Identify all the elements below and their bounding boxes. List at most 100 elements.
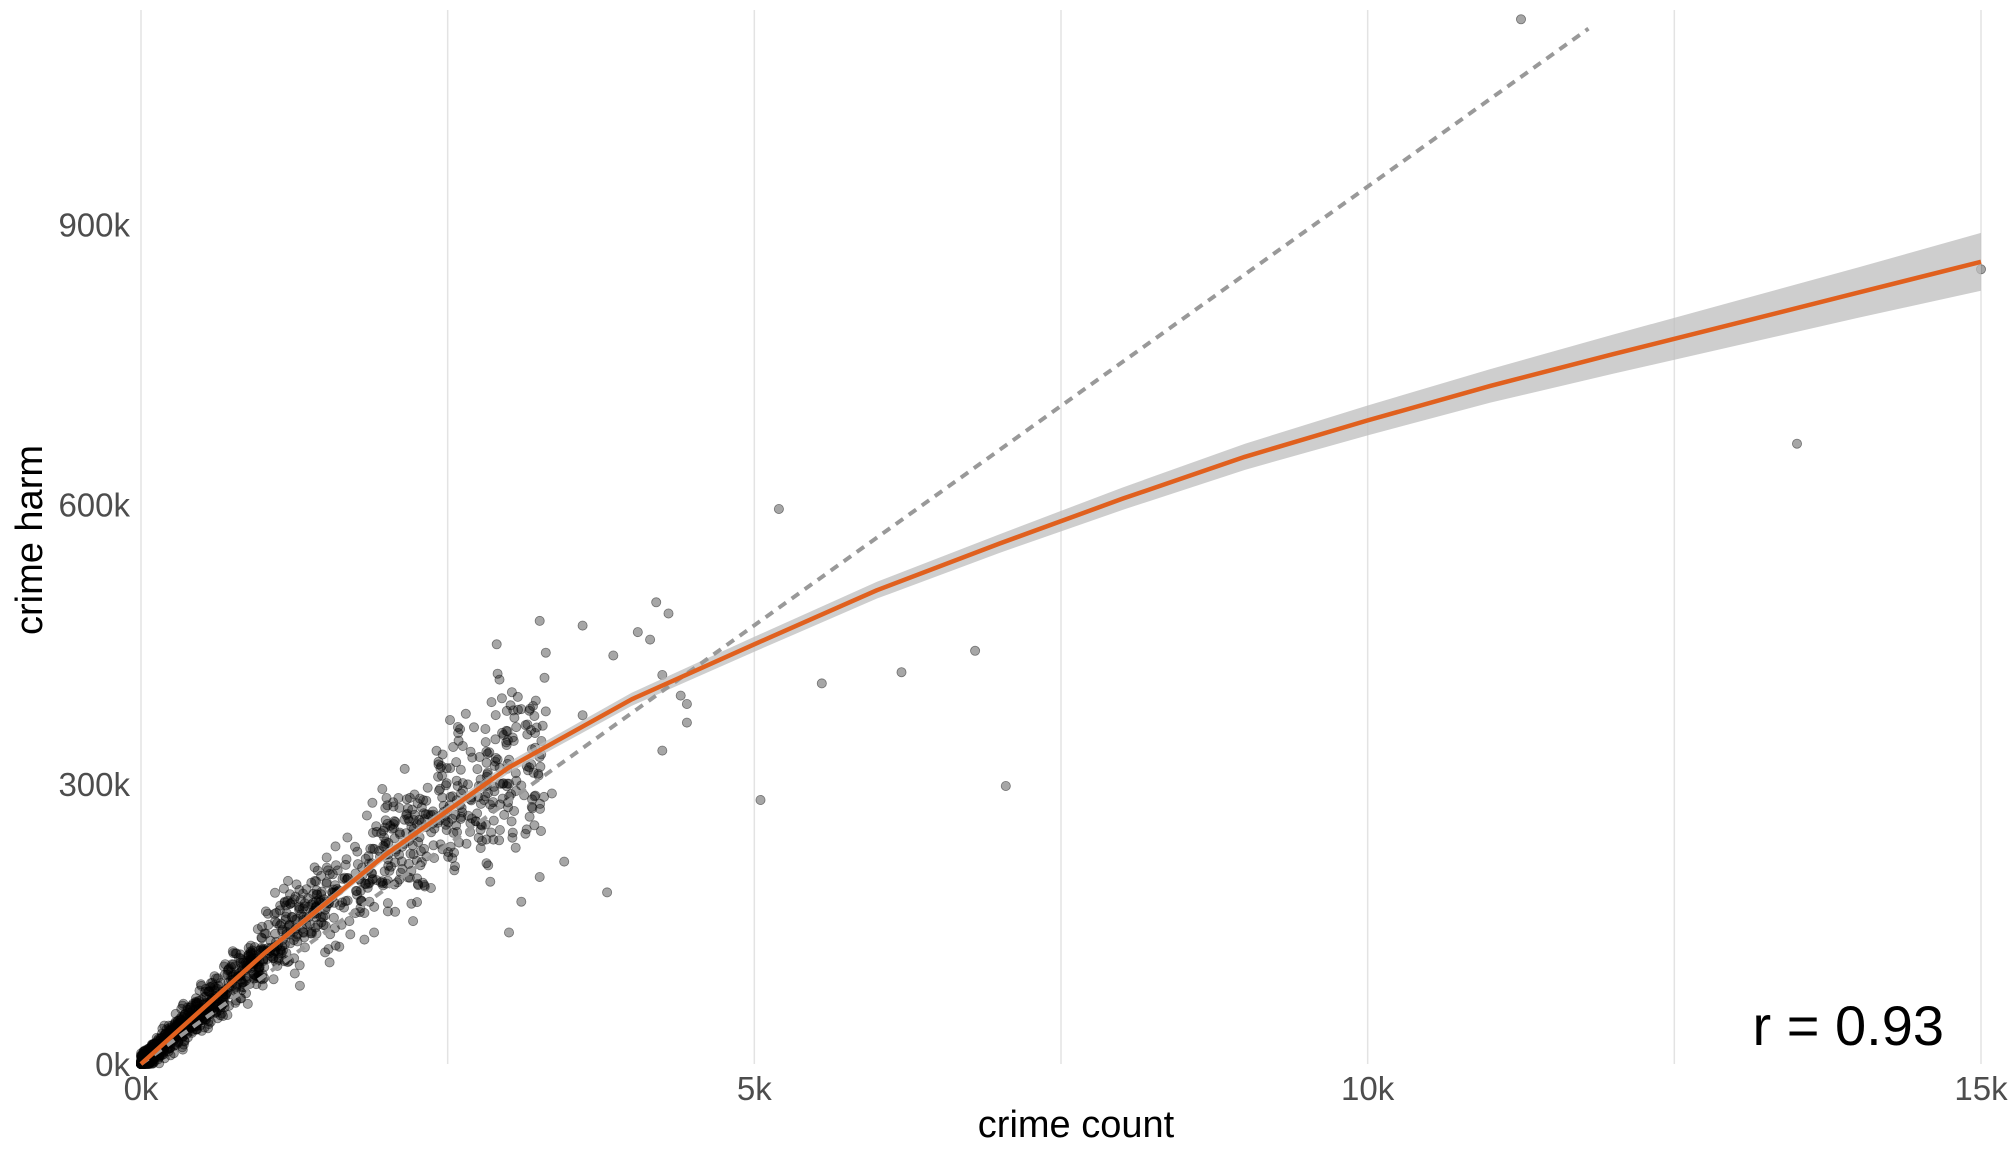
data-point: [401, 810, 412, 821]
data-point: [436, 761, 447, 772]
data-point: [327, 869, 338, 880]
data-point: [499, 809, 510, 820]
data-point: [345, 929, 356, 940]
data-point: [176, 1003, 187, 1014]
data-point: [377, 876, 388, 887]
data-point: [243, 950, 254, 961]
data-point: [235, 953, 246, 964]
data-point: [237, 977, 248, 988]
data-point: [359, 934, 370, 945]
data-point: [451, 757, 462, 768]
data-point: [311, 885, 322, 896]
data-point: [152, 1035, 163, 1046]
x-tick-label: 0k: [124, 1070, 159, 1107]
data-point: [167, 1020, 178, 1031]
data-point: [449, 861, 460, 872]
data-point: [970, 645, 981, 656]
data-point: [455, 724, 466, 735]
data-point: [462, 779, 473, 790]
data-point: [577, 710, 588, 721]
data-point: [367, 797, 378, 808]
data-point: [369, 901, 380, 912]
data-point: [213, 980, 224, 991]
data-point: [216, 1008, 227, 1019]
data-point: [212, 1013, 223, 1024]
data-point: [278, 883, 289, 894]
data-point: [337, 873, 348, 884]
data-point: [332, 865, 343, 876]
data-point: [436, 770, 447, 781]
data-point: [455, 764, 466, 775]
data-point: [243, 951, 254, 962]
data-point: [443, 847, 454, 858]
data-point: [445, 763, 456, 774]
data-point: [151, 1032, 162, 1043]
data-point: [516, 896, 527, 907]
data-point: [475, 798, 486, 809]
data-point: [223, 963, 234, 974]
data-point: [205, 982, 216, 993]
data-point: [172, 1015, 183, 1026]
data-point: [371, 821, 382, 832]
data-point: [419, 881, 430, 892]
data-point: [608, 650, 619, 661]
data-point: [355, 885, 366, 896]
data-point: [371, 875, 382, 886]
data-point: [273, 954, 284, 965]
data-point: [209, 982, 220, 993]
data-point: [138, 1046, 149, 1057]
data-point: [527, 794, 538, 805]
data-point: [145, 1042, 156, 1053]
data-point: [253, 962, 264, 973]
data-point: [529, 820, 540, 831]
data-point: [254, 962, 265, 973]
data-point: [380, 802, 391, 813]
data-point: [186, 1000, 197, 1011]
data-point: [153, 1054, 164, 1065]
data-point: [367, 874, 378, 885]
data-point: [179, 1009, 190, 1020]
data-point: [511, 722, 522, 733]
data-point: [311, 889, 322, 900]
data-point: [196, 994, 207, 1005]
data-point: [485, 876, 496, 887]
data-point: [284, 919, 295, 930]
data-point: [380, 815, 391, 826]
data-point: [204, 986, 215, 997]
data-point: [227, 959, 238, 970]
data-point: [139, 1045, 150, 1056]
data-point: [200, 983, 211, 994]
data-point: [282, 875, 293, 886]
data-point: [246, 947, 257, 958]
data-point: [362, 882, 373, 893]
data-point: [414, 793, 425, 804]
data-point: [520, 720, 531, 731]
data-point: [390, 906, 401, 917]
data-point: [259, 962, 270, 973]
data-point: [376, 828, 387, 839]
data-point: [534, 615, 545, 626]
data-point: [177, 1042, 188, 1053]
data-point: [163, 1046, 174, 1057]
data-point: [491, 639, 502, 650]
data-point: [179, 1009, 190, 1020]
data-point: [539, 672, 550, 683]
data-point: [177, 1044, 188, 1055]
data-point: [176, 1014, 187, 1025]
data-point: [252, 924, 263, 935]
data-point: [137, 1048, 148, 1059]
data-point: [316, 870, 327, 881]
data-point: [509, 712, 520, 723]
data-point: [285, 898, 296, 909]
data-point: [530, 695, 541, 706]
data-point: [138, 1046, 149, 1057]
data-point: [321, 862, 332, 873]
data-point: [259, 928, 270, 939]
data-point: [199, 992, 210, 1003]
data-point: [475, 843, 486, 854]
data-point: [294, 885, 305, 896]
data-point: [412, 873, 423, 884]
data-point: [663, 608, 674, 619]
data-point: [465, 746, 476, 757]
data-point: [508, 705, 519, 716]
